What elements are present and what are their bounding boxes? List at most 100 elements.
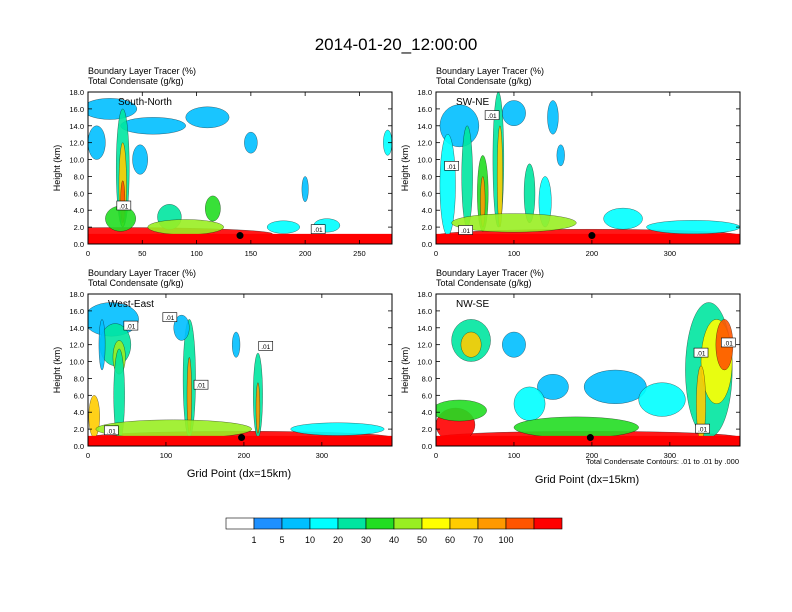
contour-label: .01 [165,315,174,322]
y-tick-label: 4.0 [74,206,84,215]
tracer-blob [255,382,261,434]
panel-name: South-North [118,97,172,108]
y-tick-label: 10.0 [69,358,84,367]
y-tick-label: 6.0 [422,391,432,400]
contour-label: .01 [119,204,128,211]
y-tick-label: 12.0 [69,341,84,350]
y-tick-label: 6.0 [74,189,84,198]
tracer-blob [461,125,473,228]
y-tick-label: 8.0 [74,172,84,181]
contour-label: .01 [107,428,116,435]
colorbar-swatch [365,517,395,530]
tracer-blob [502,100,526,127]
contour-label: .01 [488,113,497,120]
panel-south-north: Boundary Layer Tracer (%)Total Condensat… [52,66,393,258]
contour-label-box [116,200,132,211]
tracer-blob [603,207,643,230]
tracer-blob [451,213,577,233]
y-tick-label: 14.0 [69,324,84,333]
contour-label: .01 [261,344,270,351]
contour-label-box [695,423,710,434]
contour-label: .01 [314,227,323,234]
y-tick-label: 2.0 [422,223,432,232]
tracer-blob [205,195,221,222]
y-axis-label: Height (km) [52,347,62,394]
tracer-blob [290,422,385,436]
panel-header-tracer: Boundary Layer Tracer (%) [88,268,196,278]
panel-header-tracer: Boundary Layer Tracer (%) [88,66,196,76]
contour-label-box [444,161,459,171]
colorbar-swatch [477,517,507,530]
colorbar-swatch [337,517,367,530]
tracer-field [436,92,740,244]
y-tick-label: 12.0 [417,139,432,148]
contour-label-box [693,347,709,358]
panel-header-condensate: Total Condensate (g/kg) [436,76,532,86]
panel-header-tracer: Boundary Layer Tracer (%) [436,66,544,76]
colorbar-label: 40 [389,535,399,545]
y-tick-label: 12.0 [69,139,84,148]
contour-label-box [104,425,119,436]
colorbar-swatch [225,517,255,530]
y-tick-label: 4.0 [422,408,432,417]
colorbar-label: 60 [445,535,455,545]
y-tick-label: 10.0 [69,156,84,165]
colorbar-label: 30 [361,535,371,545]
x-tick-label: 250 [353,249,366,258]
x-tick-label: 200 [238,451,251,460]
x-axis-label-left: Grid Point (dx=15km) [187,468,291,480]
y-tick-label: 14.0 [417,122,432,131]
tracer-blob [513,416,639,439]
colorbar-swatch [449,517,479,530]
x-tick-label: 100 [508,249,521,258]
plot-frame [435,293,741,447]
panel-sw-ne: Boundary Layer Tracer (%)Total Condensat… [400,66,741,258]
panel-west-east: Boundary Layer Tracer (%)Total Condensat… [52,268,393,460]
boundary-layer-band [88,435,392,446]
colorbar-swatch [393,517,423,530]
y-tick-label: 2.0 [422,425,432,434]
contour-label: .01 [724,340,733,347]
tracer-blob [244,131,258,154]
y-tick-label: 18.0 [69,88,84,97]
tracer-blob [436,399,487,422]
tracer-blob [88,125,106,160]
tracer-blob [98,319,106,371]
y-tick-label: 16.0 [417,307,432,316]
tracer-blob [502,331,526,358]
tracer-blob [583,369,647,405]
boundary-layer-band [436,435,740,446]
contour-label-box [258,341,274,351]
y-tick-label: 2.0 [74,223,84,232]
contour-label: .01 [126,324,135,331]
plot-frame [435,91,741,245]
y-tick-label: 0.0 [74,240,84,249]
location-marker [588,232,596,240]
x-tick-label: 200 [586,451,599,460]
contour-label-box [721,337,736,348]
panel-header-tracer: Boundary Layer Tracer (%) [436,268,544,278]
y-tick-label: 10.0 [417,156,432,165]
x-tick-label: 0 [434,451,438,460]
tracer-blob [301,176,309,203]
location-marker [236,232,244,240]
tracer-blob [120,117,186,135]
y-tick-label: 14.0 [417,324,432,333]
tracer-blob [496,125,503,228]
contour-label-box [484,110,500,120]
contour-label: .01 [461,228,470,235]
colorbar-swatch [421,517,451,530]
x-tick-label: 0 [434,249,438,258]
panel-name: West-East [108,299,154,310]
tracer-field [436,302,740,446]
y-tick-label: 8.0 [422,374,432,383]
x-tick-label: 100 [160,451,173,460]
tracer-blob [513,386,546,421]
x-tick-label: 300 [664,249,677,258]
contour-label: .01 [697,351,706,358]
panel-header-condensate: Total Condensate (g/kg) [436,278,532,288]
y-tick-label: 14.0 [69,122,84,131]
y-tick-label: 6.0 [422,189,432,198]
panel-name: NW-SE [456,299,489,310]
